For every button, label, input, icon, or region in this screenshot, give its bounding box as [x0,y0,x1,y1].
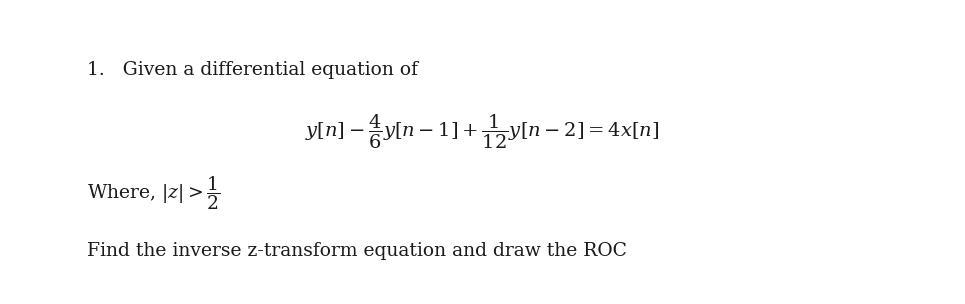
Text: Where, $|z| > \dfrac{1}{2}$: Where, $|z| > \dfrac{1}{2}$ [87,174,221,212]
Text: Find the inverse z-transform equation and draw the ROC: Find the inverse z-transform equation an… [87,242,627,260]
Text: 1.   Given a differential equation of: 1. Given a differential equation of [87,61,418,79]
Text: $y[n] - \dfrac{4}{6}y[n-1] + \dfrac{1}{12}y[n-2] = 4x[n]$: $y[n] - \dfrac{4}{6}y[n-1] + \dfrac{1}{1… [305,113,660,151]
